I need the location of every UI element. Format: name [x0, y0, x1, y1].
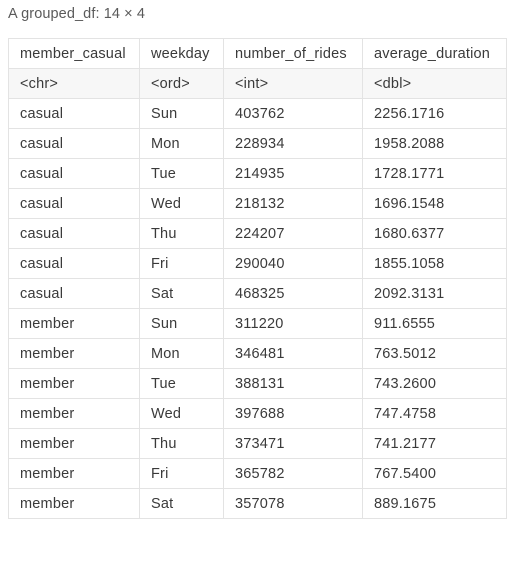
cell-member-casual: member [8, 398, 140, 429]
cell-member-casual: member [8, 338, 140, 369]
table-row: casual Sun 403762 2256.1716 [8, 98, 507, 129]
cell-weekday: Wed [139, 188, 224, 219]
cell-member-casual: member [8, 458, 140, 489]
cell-member-casual: member [8, 488, 140, 519]
cell-weekday: Thu [139, 218, 224, 249]
cell-weekday: Fri [139, 458, 224, 489]
cell-average-duration: 1728.1771 [362, 158, 507, 189]
cell-member-casual: member [8, 308, 140, 339]
table-row: member Fri 365782 767.5400 [8, 458, 507, 489]
column-type-member-casual: <chr> [8, 68, 140, 99]
cell-number-of-rides: 397688 [223, 398, 363, 429]
column-type-row: <chr> <ord> <int> <dbl> [8, 68, 507, 99]
cell-member-casual: member [8, 368, 140, 399]
table-row: casual Thu 224207 1680.6377 [8, 218, 507, 249]
column-header-average-duration: average_duration [362, 38, 507, 69]
cell-weekday: Tue [139, 368, 224, 399]
table-row: casual Mon 228934 1958.2088 [8, 128, 507, 159]
table-row: casual Sat 468325 2092.3131 [8, 278, 507, 309]
cell-average-duration: 747.4758 [362, 398, 507, 429]
cell-average-duration: 741.2177 [362, 428, 507, 459]
table-row: member Tue 388131 743.2600 [8, 368, 507, 399]
cell-average-duration: 2092.3131 [362, 278, 507, 309]
cell-member-casual: casual [8, 218, 140, 249]
column-name-row: member_casual weekday number_of_rides av… [8, 38, 507, 69]
cell-average-duration: 743.2600 [362, 368, 507, 399]
table-row: member Sat 357078 889.1675 [8, 488, 507, 519]
cell-member-casual: casual [8, 248, 140, 279]
cell-weekday: Sat [139, 278, 224, 309]
cell-weekday: Sun [139, 98, 224, 129]
cell-number-of-rides: 346481 [223, 338, 363, 369]
column-header-number-of-rides: number_of_rides [223, 38, 363, 69]
dataframe-table: member_casual weekday number_of_rides av… [8, 38, 507, 519]
cell-number-of-rides: 403762 [223, 98, 363, 129]
cell-weekday: Thu [139, 428, 224, 459]
cell-member-casual: member [8, 428, 140, 459]
cell-number-of-rides: 468325 [223, 278, 363, 309]
cell-number-of-rides: 311220 [223, 308, 363, 339]
cell-number-of-rides: 228934 [223, 128, 363, 159]
cell-weekday: Fri [139, 248, 224, 279]
cell-weekday: Sat [139, 488, 224, 519]
cell-member-casual: casual [8, 188, 140, 219]
cell-number-of-rides: 365782 [223, 458, 363, 489]
cell-weekday: Mon [139, 128, 224, 159]
cell-number-of-rides: 373471 [223, 428, 363, 459]
cell-average-duration: 1958.2088 [362, 128, 507, 159]
cell-member-casual: casual [8, 98, 140, 129]
cell-average-duration: 767.5400 [362, 458, 507, 489]
table-row: member Sun 311220 911.6555 [8, 308, 507, 339]
cell-number-of-rides: 214935 [223, 158, 363, 189]
column-header-member-casual: member_casual [8, 38, 140, 69]
column-header-weekday: weekday [139, 38, 224, 69]
table-row: member Thu 373471 741.2177 [8, 428, 507, 459]
cell-weekday: Wed [139, 398, 224, 429]
cell-average-duration: 1696.1548 [362, 188, 507, 219]
cell-number-of-rides: 224207 [223, 218, 363, 249]
cell-weekday: Mon [139, 338, 224, 369]
cell-average-duration: 889.1675 [362, 488, 507, 519]
table-row: casual Fri 290040 1855.1058 [8, 248, 507, 279]
cell-average-duration: 1855.1058 [362, 248, 507, 279]
cell-average-duration: 2256.1716 [362, 98, 507, 129]
cell-number-of-rides: 357078 [223, 488, 363, 519]
cell-member-casual: casual [8, 128, 140, 159]
cell-number-of-rides: 388131 [223, 368, 363, 399]
table-row: member Wed 397688 747.4758 [8, 398, 507, 429]
table-row: member Mon 346481 763.5012 [8, 338, 507, 369]
cell-number-of-rides: 290040 [223, 248, 363, 279]
cell-average-duration: 1680.6377 [362, 218, 507, 249]
cell-number-of-rides: 218132 [223, 188, 363, 219]
cell-average-duration: 911.6555 [362, 308, 507, 339]
table-row: casual Tue 214935 1728.1771 [8, 158, 507, 189]
cell-weekday: Sun [139, 308, 224, 339]
column-type-number-of-rides: <int> [223, 68, 363, 99]
column-type-average-duration: <dbl> [362, 68, 507, 99]
cell-weekday: Tue [139, 158, 224, 189]
cell-member-casual: casual [8, 158, 140, 189]
column-type-weekday: <ord> [139, 68, 224, 99]
cell-member-casual: casual [8, 278, 140, 309]
cell-average-duration: 763.5012 [362, 338, 507, 369]
table-row: casual Wed 218132 1696.1548 [8, 188, 507, 219]
dataframe-caption: A grouped_df: 14 × 4 [8, 6, 146, 22]
